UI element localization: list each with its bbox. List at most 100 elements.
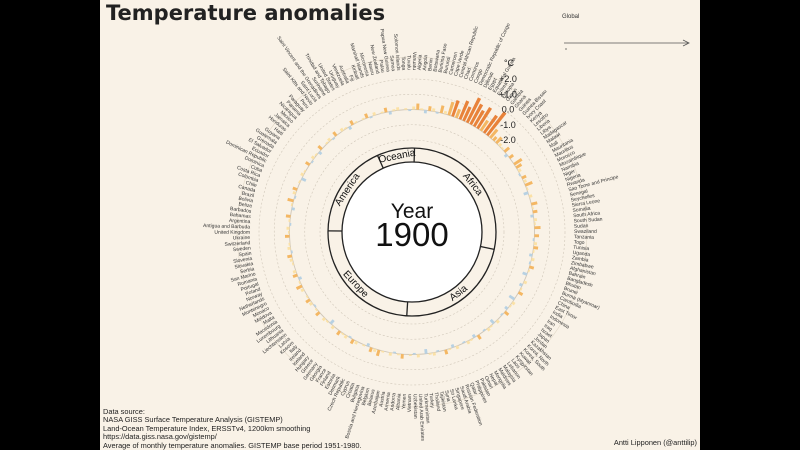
bar-burundi xyxy=(435,111,439,114)
year-value: 1900 xyxy=(375,216,448,253)
bar-pakistan xyxy=(462,340,466,344)
bar-laos xyxy=(486,327,491,332)
country-label: Antigua and Barbuda xyxy=(203,223,250,230)
bar-turkey xyxy=(424,348,428,354)
bar-macedonia xyxy=(305,298,311,304)
country-label: Congo xyxy=(473,68,484,84)
bar-montenegro xyxy=(295,284,303,290)
bar-guyana xyxy=(310,160,314,164)
grid-ring-minus1 xyxy=(304,124,520,340)
bar-namibia xyxy=(524,181,533,187)
bar-lithuania xyxy=(313,304,317,308)
bar-estonia xyxy=(349,338,355,345)
bar-liechtenstein xyxy=(314,308,318,312)
bar-burkina-faso xyxy=(432,108,436,112)
bar-cape-verde xyxy=(443,110,448,115)
country-label: Somalia xyxy=(572,206,591,214)
bar-netherlands xyxy=(298,281,301,285)
bar-monaco xyxy=(300,288,305,293)
bar-mauritius xyxy=(518,173,521,177)
country-label: Nigeria xyxy=(565,172,582,183)
bar-honduras xyxy=(314,153,318,157)
country-label: Spain xyxy=(238,251,252,259)
bar-tajikistan xyxy=(432,352,436,356)
bar-lesotho xyxy=(503,146,511,153)
bar-south-sudan xyxy=(534,222,536,226)
source-line-2: NASA GISS Surface Temperature Analysis (… xyxy=(103,415,283,425)
source-block: Data source: NASA GISS Surface Temperatu… xyxy=(103,407,362,450)
country-label: Rwanda xyxy=(566,177,586,188)
country-label: Oman xyxy=(483,375,495,390)
bar-malawi xyxy=(513,157,523,166)
bar-egypt xyxy=(469,103,484,126)
bar-palau xyxy=(388,111,392,115)
bar-malta xyxy=(305,295,309,299)
bar-costa-rica xyxy=(292,186,298,191)
country-label: Vanuatu xyxy=(411,52,417,71)
source-line-5: Average of monthly temperature anomalies… xyxy=(103,440,362,450)
bar-tanzania xyxy=(534,234,540,238)
bar-barbados xyxy=(285,214,291,218)
country-label: Turkmenistan xyxy=(422,393,431,424)
bar-uruguay xyxy=(354,120,358,124)
country-label: Qatar xyxy=(468,382,478,396)
country-label: Niger xyxy=(563,168,577,178)
bar-latvia xyxy=(315,311,321,317)
region-divider xyxy=(376,155,384,169)
bar-kiribati xyxy=(369,116,373,119)
bar-maldives xyxy=(476,334,482,340)
bar-finland xyxy=(348,335,352,339)
bar-haiti xyxy=(310,155,316,160)
bar-germany xyxy=(336,330,342,336)
country-label: Mali xyxy=(548,140,559,150)
country-label: Tajikistan xyxy=(438,391,448,413)
country-label: Thailand xyxy=(433,392,442,412)
country-label: Seychelles xyxy=(570,193,595,204)
bar-singapore xyxy=(444,349,449,355)
bar-el-salvador xyxy=(303,169,307,173)
bar-niger xyxy=(526,187,529,191)
bar-comoros xyxy=(454,108,462,119)
bar-china xyxy=(518,282,523,287)
country-label: Nauru xyxy=(366,61,375,76)
bar-jordan xyxy=(503,310,510,316)
country-label: Laos xyxy=(510,358,522,371)
grid-ring-minus2 xyxy=(319,139,505,325)
bar-ecuador xyxy=(300,172,305,177)
country-label: Uzbekistan xyxy=(412,394,418,419)
bar-kenya xyxy=(500,146,504,150)
bar-bosnia-and-herzegovina xyxy=(372,348,377,353)
bar-armenia xyxy=(393,351,397,354)
chart-frame: Temperature anomalies Algeria Angola Benin… xyxy=(100,0,700,450)
bar-gabon xyxy=(482,114,499,134)
bar-nigeria xyxy=(523,191,529,196)
country-label: Andorra xyxy=(389,392,397,411)
country-label: United Arab Emirates xyxy=(417,394,425,442)
bar-iceland xyxy=(329,319,335,325)
bar-ethiopia xyxy=(479,119,489,132)
bar-slovakia xyxy=(287,254,293,259)
bar-paraguay xyxy=(327,137,332,142)
bar-djibouti xyxy=(465,97,482,124)
country-label: Slovakia xyxy=(234,261,254,271)
bar-italy xyxy=(321,317,326,322)
country-label: Zambia xyxy=(571,255,589,264)
bar-algeria xyxy=(416,103,420,110)
bar-chile xyxy=(294,195,297,199)
country-label: Tuvalu xyxy=(405,55,411,70)
bar-east-timor xyxy=(519,287,523,291)
country-label: Burundi xyxy=(443,56,452,74)
bar-vanuatu xyxy=(412,106,416,110)
bar-ivory-coast xyxy=(498,142,503,147)
bar-angola xyxy=(420,108,424,110)
bar-guinea xyxy=(492,136,498,142)
country-label: Solomon Islands xyxy=(392,33,401,71)
country-label: Burkina Faso xyxy=(438,43,449,73)
country-label: Tanzania xyxy=(574,234,594,241)
bar-zimbabwe xyxy=(528,253,533,257)
bar-iraq xyxy=(511,301,516,306)
bar-seychelles xyxy=(531,206,534,210)
bar-bolivia xyxy=(291,207,296,211)
country-label: Tonga xyxy=(400,56,407,70)
bar-canada xyxy=(287,197,294,203)
